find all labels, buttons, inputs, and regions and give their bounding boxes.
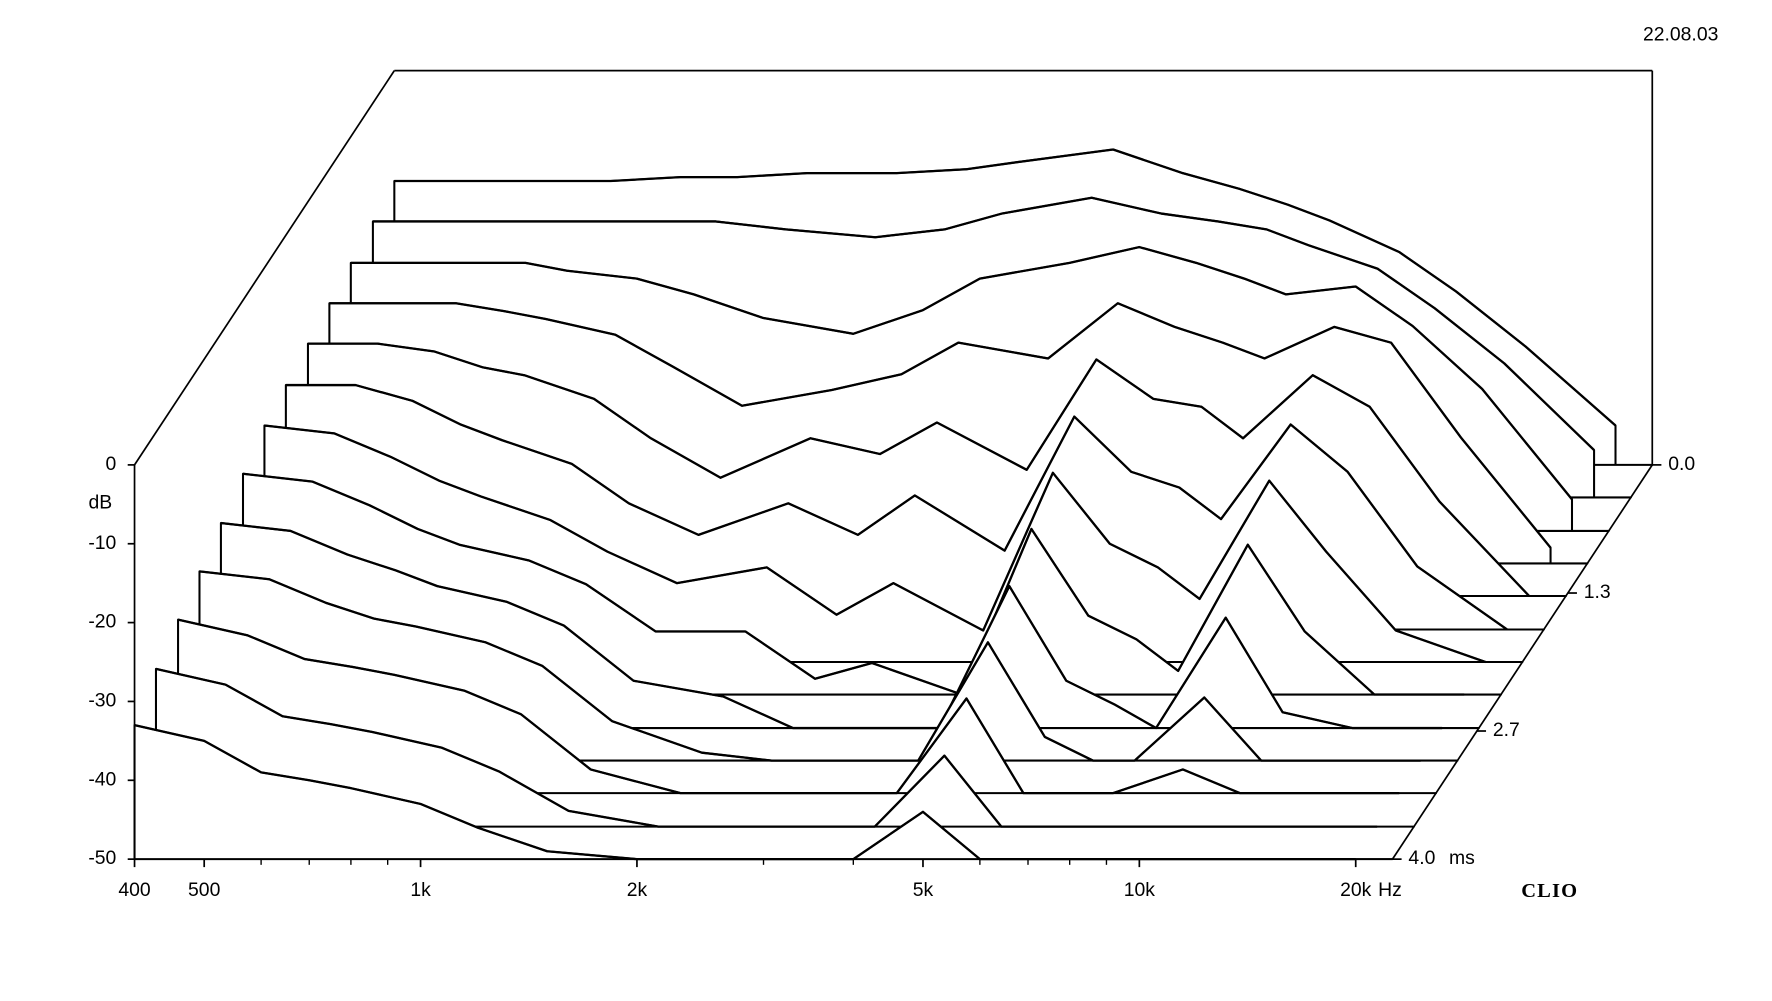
slice-curve — [134, 723, 1356, 861]
x-tick-label: 1k — [410, 879, 431, 901]
y-tick-label: -30 — [88, 690, 116, 712]
x-tick-label: 400 — [118, 879, 151, 901]
frame-line — [133, 70, 396, 466]
date: 22.08.03 — [1643, 23, 1718, 45]
y-tick-label: -20 — [88, 611, 116, 633]
z-tick-label: 2.7 — [1493, 719, 1520, 741]
z-tick-label: 4.0 — [1408, 847, 1435, 869]
y-axis-label: dB — [89, 492, 113, 514]
x-tick-label: 500 — [188, 879, 221, 901]
x-tick-label: 10k — [1124, 879, 1156, 901]
slice-curve — [285, 383, 1508, 631]
y-tick-label: 0 — [106, 453, 117, 475]
slice-curve — [329, 302, 1552, 549]
y-tick-label: -10 — [88, 532, 116, 554]
slice-curve — [394, 148, 1617, 427]
slice-curve — [307, 342, 1530, 597]
slice-curve — [350, 245, 1573, 501]
slice-curve — [199, 570, 1421, 762]
z-tick-label: 1.3 — [1584, 581, 1611, 603]
y-tick-label: -40 — [88, 768, 116, 790]
slice-curve — [264, 424, 1486, 664]
slice-curve — [242, 472, 1465, 696]
x-tick-label: 20k — [1340, 879, 1372, 901]
x-tick-label: 2k — [627, 879, 648, 901]
slice-curve — [372, 196, 1595, 451]
brand: CLIO — [1521, 880, 1578, 902]
x-axis-label: Hz — [1378, 879, 1402, 901]
slice-curve — [220, 521, 1443, 730]
y-tick-label: -50 — [88, 847, 116, 869]
slice-curve — [155, 667, 1378, 828]
slice-curve — [177, 618, 1400, 795]
z-axis-label: ms — [1449, 847, 1475, 869]
x-tick-label: 5k — [913, 879, 934, 901]
z-tick-label: 0.0 — [1668, 453, 1695, 475]
